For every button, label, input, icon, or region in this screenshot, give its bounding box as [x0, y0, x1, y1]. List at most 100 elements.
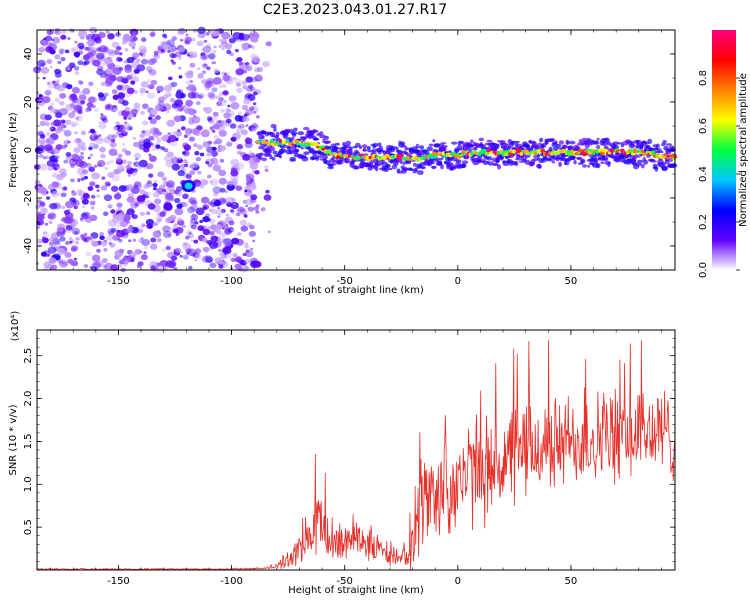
x-tick-label: 0	[455, 276, 461, 287]
y-tick-label: -20	[23, 190, 34, 206]
spectrogram-noise-speck	[73, 139, 79, 144]
spectrogram-track-halo	[643, 159, 648, 165]
spectrogram-noise-speck	[170, 255, 178, 261]
spectrogram-noise-speck	[139, 133, 146, 139]
spectrogram-noise-speck	[211, 146, 217, 151]
colorbar-gradient	[712, 30, 736, 270]
spectrogram-noise-speck	[52, 37, 61, 44]
spectrogram-noise-speck	[78, 29, 87, 38]
spectrogram-noise-speck	[189, 80, 193, 83]
spectrogram-noise-speck	[87, 236, 95, 243]
spectrogram-noise-speck	[192, 51, 198, 56]
spectrogram-noise-speck	[121, 148, 127, 153]
spectrogram-noise-speck	[47, 246, 57, 254]
spectrogram-noise-speck	[116, 165, 125, 172]
spectrogram-noise-speck	[59, 260, 68, 268]
spectrogram-noise-speck	[190, 112, 194, 116]
spectrogram-noise-speck	[217, 206, 221, 210]
x-tick-label: -150	[107, 276, 130, 287]
spectrogram-noise-speck	[118, 185, 127, 192]
spectrogram-noise-speck	[40, 39, 49, 46]
spectrogram-noise-speck	[213, 192, 219, 197]
spectrogram-noise-speck	[56, 226, 64, 233]
spectrogram-noise-speck	[56, 247, 66, 256]
spectrogram-noise-speck	[44, 89, 52, 96]
spectrogram-noise-speck	[79, 217, 85, 222]
spectrogram-noise-speck	[195, 207, 205, 216]
spectrogram-noise-speck	[218, 249, 222, 252]
spectrogram-noise-speck	[220, 208, 226, 213]
spectrogram-track-core	[592, 151, 596, 156]
spectrogram-noise-speck	[157, 217, 162, 223]
spectrogram-noise-speck	[141, 130, 146, 134]
spectrogram-noise-speck	[84, 216, 93, 223]
spectrogram-noise-speck	[185, 248, 192, 254]
spectrogram-noise-speck	[118, 238, 123, 242]
spectrogram-track-halo	[312, 129, 319, 133]
spectrogram-noise-speck	[222, 90, 229, 96]
spectrogram-noise-speck	[195, 253, 202, 259]
spectrogram-noise-speck	[137, 166, 142, 170]
spectrogram-track-halo	[291, 136, 295, 141]
spectrogram-noise-speck	[175, 91, 185, 99]
spectrogram-noise-speck	[201, 179, 209, 186]
spectrogram-noise-speck	[222, 83, 227, 88]
spectrogram-noise-speck	[38, 47, 45, 53]
spectrogram-track-halo	[437, 157, 444, 161]
spectrogram-noise-speck	[194, 151, 200, 156]
spectrogram-noise-speck	[219, 252, 225, 257]
spectrogram-noise-speck	[105, 77, 114, 85]
spectrogram-noise-speck	[230, 102, 240, 110]
spectrogram-track-halo	[331, 155, 336, 161]
spectrogram-noise-speck	[63, 125, 67, 128]
spectrogram-track-halo	[665, 143, 673, 146]
spectrogram-noise-speck	[118, 248, 125, 254]
spectrogram-track-halo	[438, 160, 443, 165]
spectrogram-noise-speck	[171, 163, 181, 171]
spectrogram-noise-speck	[108, 230, 114, 236]
spectrogram-noise-speck	[205, 161, 210, 165]
spectrogram-noise-speck	[138, 141, 144, 146]
spectrogram-noise-speck	[49, 202, 58, 210]
spectrogram-noise-speck	[45, 132, 51, 136]
spectrogram-noise-speck	[116, 230, 125, 238]
spectrogram-noise-speck	[87, 39, 95, 47]
spectrogram-noise-speck	[245, 124, 249, 127]
spectrogram-noise-speck	[91, 266, 98, 272]
spectrogram-noise-speck	[175, 232, 180, 236]
spectrogram-noise-speck	[157, 100, 165, 107]
spectrogram-noise-speck	[141, 37, 147, 42]
spectrogram-noise-speck	[73, 107, 77, 111]
spectrogram-noise-speck	[89, 55, 95, 60]
spectrogram-noise-speck	[148, 173, 154, 178]
spectrogram-noise-speck	[234, 114, 243, 122]
spectrogram-noise-speck	[92, 59, 101, 67]
spectrogram-noise-speck	[253, 260, 262, 268]
spectrogram-track-core	[669, 154, 674, 158]
spectrogram-noise-speck	[103, 211, 109, 216]
spectrogram-noise-speck	[243, 258, 251, 264]
spectrogram-noise-speck	[233, 202, 237, 206]
spectrogram-track-halo	[383, 167, 389, 172]
spectrogram-noise-speck	[63, 140, 70, 145]
spectrogram-noise-speck	[247, 44, 253, 48]
spectrogram-track-halo	[269, 154, 273, 160]
spectrogram-noise-speck	[166, 151, 174, 158]
spectrogram-noise-speck	[63, 130, 72, 137]
spectrogram-track-core	[429, 155, 436, 160]
spectrogram-noise-speck	[118, 133, 124, 138]
spectrogram-noise-speck	[61, 144, 67, 150]
spectrogram-noise-speck	[77, 141, 86, 149]
spectrogram-track-halo	[548, 138, 556, 142]
spectrogram-noise-speck	[166, 180, 175, 188]
spectrogram-noise-speck	[255, 210, 260, 214]
spectrogram-noise-speck	[145, 211, 151, 216]
spectrogram-track-halo	[478, 137, 485, 142]
spectrogram-track-halo	[461, 160, 469, 165]
spectrogram-noise-speck	[154, 104, 164, 112]
spectrogram-noise-speck	[232, 252, 238, 258]
spectrogram-noise-speck	[143, 138, 151, 145]
spectrogram-noise-speck	[111, 185, 119, 192]
spectrogram-track-halo	[319, 134, 326, 139]
spectrogram-noise-speck	[133, 161, 141, 167]
